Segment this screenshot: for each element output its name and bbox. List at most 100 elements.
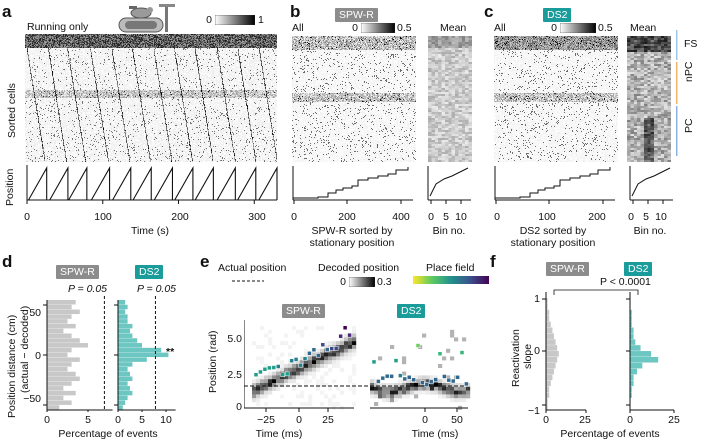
- panel-e-spwr-prob-cell: [276, 375, 281, 380]
- panel-f-ds2-bar: [630, 315, 632, 322]
- panel-f-spwr-bar: [546, 362, 556, 369]
- panel-e-ds2-prob-cell: [378, 386, 383, 391]
- panel-e-ds2-prob-cell: [378, 383, 383, 387]
- panel-b-badge: SPW-R: [335, 8, 378, 22]
- panel-a-cbar-max: 1: [258, 14, 264, 26]
- heatmap-raster: [428, 36, 472, 162]
- panel-d-ds2-bar: [118, 376, 133, 382]
- panel-e-spwr-prob-cell: [276, 383, 281, 387]
- panel-f-xtick-r0: 0: [627, 414, 633, 426]
- panel-e-ds2-prob-cell: [458, 386, 463, 391]
- panel-e-decoded-colorbar: [349, 277, 375, 287]
- panel-e-spwr-prob-cell: [264, 379, 269, 384]
- panel-e-spwr-prob-cell: [348, 375, 353, 380]
- panel-e-ds2-prob-cell: [450, 329, 455, 334]
- panel-e-spwr-prob-cell: [288, 371, 293, 376]
- panel-e-ds2-prob-cell: [466, 394, 471, 399]
- panel-e-spwr-prob-cell: [324, 364, 329, 368]
- panel-e-ds2-prob-cell: [454, 390, 459, 395]
- panel-e-spwr-prob-cell: [264, 394, 269, 399]
- panel-e-spwr-prob-cell: [352, 326, 357, 330]
- panel-e-spwr-prob-cell: [268, 341, 273, 346]
- panel-e-ds2-prob-cell: [402, 371, 407, 376]
- panel-b-xtick-0: 0: [291, 211, 297, 223]
- place-field-marker: [380, 375, 386, 381]
- place-field-marker: [393, 358, 399, 363]
- panel-e-spwr-prob-cell: [256, 386, 261, 391]
- panel-d-ds2-bar: [118, 357, 147, 362]
- panel-e-ds2-prob-cell: [462, 398, 467, 403]
- panel-d-spwr-bar: [47, 328, 64, 334]
- panel-f-spwr-bar: [546, 380, 551, 387]
- panel-e-spwr-prob-cell: [268, 371, 273, 376]
- panel-e-ds2-prob-cell: [450, 390, 455, 395]
- place-field-marker: [280, 372, 285, 378]
- panel-e-spwr-prob-cell: [336, 356, 341, 361]
- panel-e-spwr-prob-cell: [256, 402, 261, 406]
- panel-e-spwr-prob-cell: [284, 383, 289, 387]
- panel-d-ds2-bar: [118, 386, 130, 391]
- panel-d-spwr-bar: [47, 371, 76, 377]
- panel-e-ds2-prob-cell: [406, 390, 411, 395]
- panel-e-ds2-prob-cell: [382, 390, 387, 395]
- position-trace: [27, 165, 278, 201]
- panel-e-ds2-prob-cell: [394, 398, 399, 403]
- panel-e-ytick-0: 0: [236, 401, 242, 413]
- panel-e-spwr-prob-cell: [252, 383, 257, 387]
- panel-e-spwr-prob-cell: [296, 329, 301, 334]
- panel-e-spwr-prob-cell: [292, 364, 297, 368]
- panel-d-ds2-bar: [118, 366, 128, 372]
- panel-e-ds2-prob-cell: [434, 390, 439, 395]
- panel-d-spwr-bar: [47, 309, 80, 315]
- panel-f-ytick-neg1: −1: [528, 405, 540, 417]
- panel-e-spwr-prob-cell: [264, 390, 269, 395]
- panel-e-spwr-prob-cell: [316, 356, 321, 361]
- panel-e-spwr-prob-cell: [312, 371, 317, 376]
- panel-e-spwr-prob-cell: [260, 345, 265, 349]
- panel-e-spwr-prob-cell: [320, 356, 325, 361]
- panel-c-position-plots: [494, 166, 673, 204]
- panel-e-spwr-prob-cell: [300, 390, 305, 395]
- panel-e-decoding-plot: [244, 320, 471, 412]
- panel-c-stepped-trace: [495, 167, 611, 199]
- panel-e-ds2-prob-cell: [382, 383, 387, 387]
- panel-e-ds2-prob-cell: [398, 386, 403, 391]
- panel-a-xtick-0: 0: [24, 211, 30, 223]
- panel-b-colorbar: [361, 23, 395, 33]
- panel-d-spwr-bar: [47, 319, 68, 324]
- panel-e-spwr-prob-cell: [304, 367, 309, 372]
- panel-e-spwr-prob-cell: [308, 398, 313, 403]
- panel-e-spwr-prob-cell: [328, 367, 333, 372]
- panel-e-spwr-prob-cell: [280, 352, 285, 357]
- panel-e-spwr-prob-cell: [348, 341, 353, 346]
- panel-e-spwr-prob-cell: [252, 394, 257, 399]
- panel-e-spwr-prob-cell: [328, 341, 333, 346]
- panel-d-ds2-bar: [118, 304, 128, 310]
- panel-e-ds2-prob-cell: [418, 386, 423, 391]
- panel-e-spwr-prob-cell: [252, 379, 257, 384]
- panel-e-ds2-prob-cell: [398, 394, 403, 399]
- panel-e-badge-ds2: DS2: [397, 304, 426, 318]
- panel-e-ds2-prob-cell: [406, 386, 411, 391]
- panel-e-spwr-prob-cell: [320, 379, 325, 384]
- panel-f-xtick-r25: 25: [668, 414, 680, 426]
- heatmap-raster: [292, 36, 416, 162]
- panel-c-xtick-2: 200: [588, 211, 606, 223]
- panel-f-spwr-bar: [546, 351, 559, 357]
- panel-e-spwr-prob-cell: [256, 383, 261, 387]
- panel-e-ds2-prob-cell: [374, 394, 379, 399]
- panel-e-spwr-prob-cell: [340, 367, 345, 372]
- panel-f-ds2-bar: [630, 386, 632, 393]
- panel-e-ytick-5: 5.0: [227, 333, 242, 345]
- panel-b-mean-xtick-2: 10: [455, 211, 467, 223]
- panel-b-xlabel-1: SPW-R sorted by: [311, 225, 393, 237]
- panel-e-spwr-prob-cell: [332, 360, 337, 365]
- panel-e-ds2-prob-cell: [466, 386, 471, 391]
- panel-e-spwr-prob-cell: [344, 352, 349, 357]
- panel-e-spwr-prob-cell: [324, 356, 329, 361]
- place-field-marker: [329, 346, 334, 351]
- panel-e-spwr-prob-cell: [260, 386, 265, 391]
- panel-e-spwr-prob-cell: [304, 375, 309, 380]
- panel-e-spwr-prob-cell: [252, 341, 257, 346]
- panel-e-spwr-prob-cell: [284, 379, 289, 384]
